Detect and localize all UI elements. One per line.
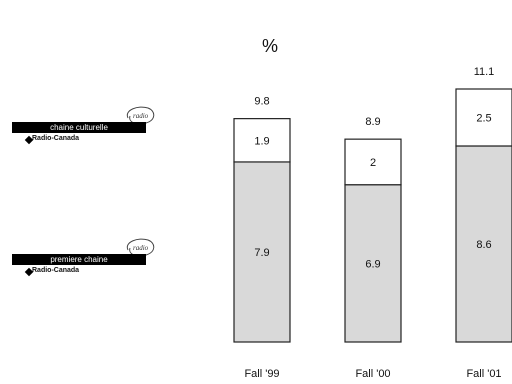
legend-logo-premiere-chaine: radio premiere chaine Radio-Canada: [12, 236, 162, 277]
bar-segment: [344, 138, 402, 186]
legend-label-premiere-chaine: premiere chaine: [12, 254, 146, 265]
legend-sub-radio-canada: Radio-Canada: [32, 267, 80, 274]
segment-value-label: 6.9: [365, 258, 380, 270]
segment-value-label: 8.6: [476, 239, 491, 251]
total-value-label: 11.1: [474, 66, 495, 78]
category-label: Fall '99: [244, 368, 279, 380]
segment-value-label: 1.9: [254, 135, 269, 147]
bars-group: 7.9 1.9 9.8 Fall '99 6.9 2 8.9 Fall '00 8.6 2.5 11…: [233, 66, 512, 380]
legend-badge-text: radio: [133, 244, 149, 252]
bar-segment: [455, 145, 512, 343]
segment-value-label: 2: [370, 157, 376, 169]
bar-segment: [455, 88, 512, 147]
bar-segment: [233, 118, 291, 163]
legend-badge-text: radio: [133, 112, 149, 120]
legend-label-chaine-culturelle: chaine culturelle: [12, 122, 146, 133]
legend-sub-radio-canada: Radio-Canada: [32, 135, 80, 142]
category-label: Fall '01: [466, 368, 501, 380]
total-value-label: 8.9: [365, 116, 380, 128]
bar-segment: [344, 184, 402, 343]
unit-label: %: [262, 36, 278, 56]
legend-logo-chaine-culturelle: radio chaine culturelle Radio-Canada: [12, 104, 162, 145]
total-value-label: 9.8: [254, 96, 269, 108]
segment-value-label: 2.5: [476, 112, 491, 124]
category-label: Fall '00: [355, 368, 390, 380]
segment-value-label: 7.9: [254, 247, 269, 259]
bar-segment: [233, 161, 291, 343]
